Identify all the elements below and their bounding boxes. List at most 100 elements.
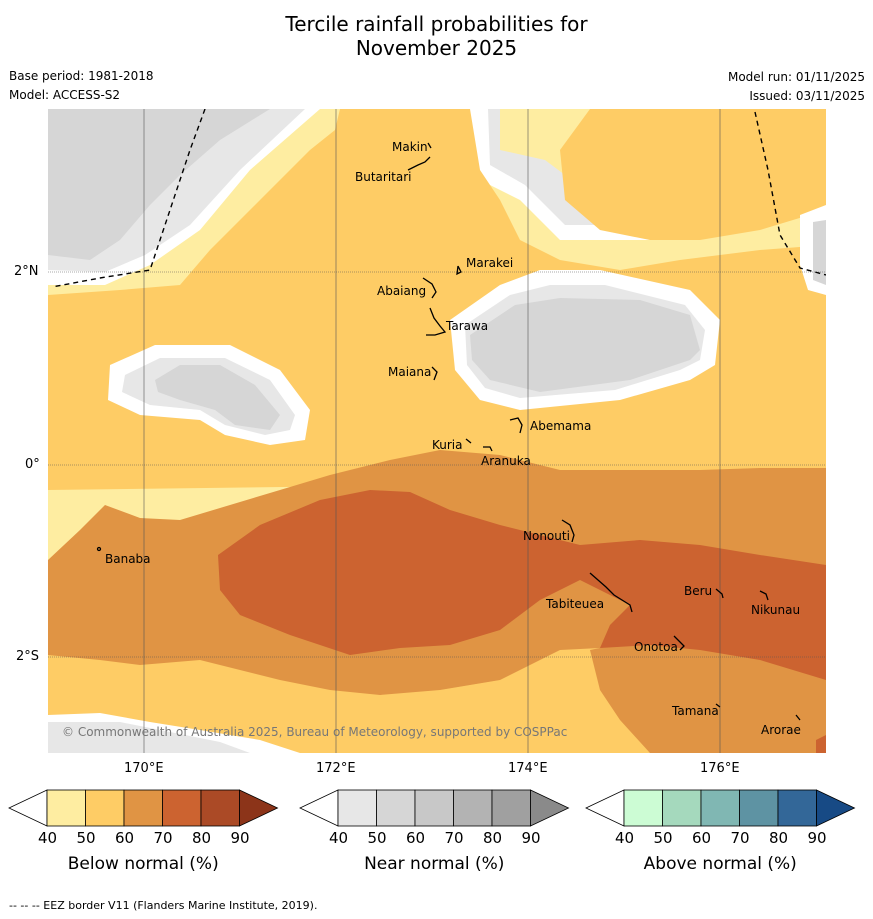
- colorbar-near-tick-50: 50: [367, 829, 387, 847]
- field-below-80-corner: [816, 735, 826, 753]
- colorbar-above-tick-90: 90: [807, 829, 827, 847]
- colorbar-below-tick-80: 80: [192, 829, 212, 847]
- colorbar-above-tick-80: 80: [769, 829, 789, 847]
- islands: [96, 142, 801, 721]
- colorbar-near-bin-40: [337, 789, 377, 827]
- colorbar-above-tick-70: 70: [730, 829, 750, 847]
- model-run: Model run: 01/11/2025: [727, 70, 865, 84]
- island-marakei: [456, 265, 462, 276]
- field-near-60-nw: [48, 109, 270, 260]
- colorbar-near-tick-40: 40: [329, 829, 349, 847]
- colorbar-above: [585, 789, 856, 827]
- label-aranuka: Aranuka: [481, 454, 531, 468]
- colorbar-near-under: [299, 789, 339, 827]
- label-makin: Makin: [392, 140, 428, 154]
- colorbars: [8, 789, 856, 827]
- colorbar-above-bin-40: [623, 789, 663, 827]
- issued-date: Issued: 03/11/2025: [749, 89, 865, 103]
- island-banaba: [96, 546, 102, 552]
- eez-border-west: [51, 109, 206, 288]
- colorbar-below-under: [8, 789, 48, 827]
- lon-label-172: 172°E: [316, 761, 356, 776]
- label-tabiteuea: Tabiteuea: [546, 597, 605, 611]
- colorbar-above-tick-60: 60: [692, 829, 712, 847]
- label-arorae: Arorae: [761, 723, 801, 737]
- island-kuria: [465, 438, 472, 444]
- island-onotoa: [673, 635, 685, 651]
- label-tarawa: Tarawa: [446, 319, 489, 333]
- label-banaba: Banaba: [105, 552, 151, 566]
- colorbar-below-tick-40: 40: [38, 829, 58, 847]
- island-makin: [427, 142, 432, 149]
- colorbar-near-tick-70: 70: [444, 829, 464, 847]
- island-tarawa: [426, 307, 447, 336]
- label-nonouti: Nonouti: [523, 529, 570, 543]
- lon-label-174: 174°E: [508, 761, 548, 776]
- colorbar-near: [299, 789, 570, 827]
- colorbar-above-under: [585, 789, 625, 827]
- lon-label-176: 176°E: [700, 761, 740, 776]
- eez-borders: [51, 109, 826, 288]
- colorbar-above-over: [816, 789, 856, 827]
- field-white-n: [470, 109, 700, 240]
- colorbar-near-tick-80: 80: [483, 829, 503, 847]
- eez-border-east: [754, 111, 826, 276]
- island-tabiteuea: [589, 572, 633, 613]
- colorbar-above-bin-80: [777, 789, 817, 827]
- colorbar-near-over: [530, 789, 570, 827]
- field-below-70-se: [590, 640, 826, 753]
- colorbar-below: [8, 789, 279, 827]
- field-near-60-e-island: [470, 298, 700, 392]
- island-abemama: [509, 417, 523, 434]
- island-abaiang: [422, 277, 437, 299]
- model-name: Model: ACCESS-S2: [9, 88, 121, 102]
- label-beru: Beru: [684, 584, 713, 598]
- field-near-60-w-island: [155, 365, 280, 430]
- field-below-80: [218, 490, 826, 680]
- grid: [48, 109, 826, 753]
- lat-label-0: 0°: [25, 457, 40, 472]
- label-tamana: Tamana: [672, 704, 719, 718]
- colorbar-near-bin-60: [414, 789, 454, 827]
- colorbar-below-bin-70: [162, 789, 202, 827]
- island-butaritari: [407, 156, 431, 171]
- field-near-60-far-east: [813, 220, 826, 285]
- label-abaiang: Abaiang: [377, 284, 427, 298]
- field-near-50-sw: [48, 722, 250, 753]
- label-onotoa: Onotoa: [634, 640, 678, 654]
- label-abemama: Abemama: [530, 419, 592, 433]
- lat-label-2s: 2°S: [16, 649, 40, 664]
- island-arorae: [795, 714, 801, 721]
- colorbar-above-bin-60: [700, 789, 740, 827]
- colorbar-below-tick-60: 60: [115, 829, 135, 847]
- island-nikunau: [759, 590, 769, 601]
- colorbar-below-bin-50: [85, 789, 125, 827]
- title-line-1: Tercile rainfall probabilities for: [285, 12, 588, 36]
- colorbar-above-title: Above normal (%): [643, 854, 797, 874]
- label-kuria: Kuria: [432, 438, 463, 452]
- colorbar-below-over: [239, 789, 279, 827]
- colorbar-below-tick-90: 90: [230, 829, 250, 847]
- colorbar-near-tick-90: 90: [521, 829, 541, 847]
- colorbar-above-tick-40: 40: [615, 829, 635, 847]
- title-line-2: November 2025: [355, 36, 518, 60]
- label-maiana: Maiana: [388, 365, 432, 379]
- colorbar-near-bin-50: [376, 789, 416, 827]
- footer-note: -- -- -- EEZ border V11 (Flanders Marine…: [9, 899, 318, 912]
- island-tamana: [715, 703, 721, 708]
- colorbar-below-title: Below normal (%): [67, 854, 219, 874]
- lat-label-2n: 2°N: [14, 264, 39, 279]
- probability-fields: [48, 109, 826, 753]
- colorbar-above-bin-70: [739, 789, 779, 827]
- colorbar-near-tick-60: 60: [406, 829, 426, 847]
- label-nikunau: Nikunau: [751, 603, 801, 617]
- colorbar-near-bin-70: [453, 789, 493, 827]
- label-butaritari: Butaritari: [355, 170, 412, 184]
- lon-label-170: 170°E: [124, 761, 164, 776]
- colorbar-below-bin-80: [200, 789, 240, 827]
- colorbar-near-title: Near normal (%): [364, 854, 505, 874]
- colorbar-below-tick-50: 50: [76, 829, 96, 847]
- island-maiana: [431, 366, 438, 381]
- colorbar-above-tick-50: 50: [653, 829, 673, 847]
